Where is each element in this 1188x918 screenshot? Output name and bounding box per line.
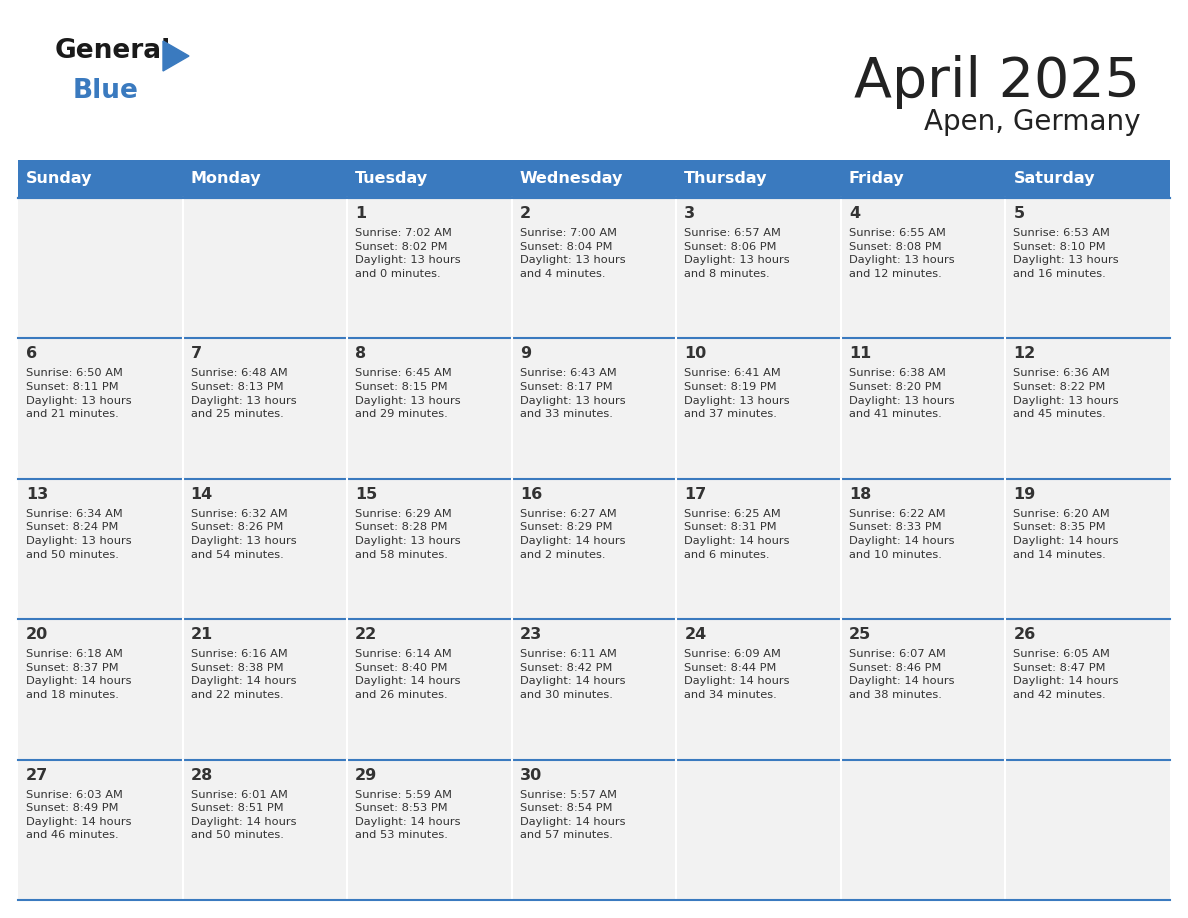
Text: 22: 22 [355, 627, 378, 643]
Text: Tuesday: Tuesday [355, 172, 428, 186]
Text: 27: 27 [26, 767, 49, 783]
Text: 11: 11 [849, 346, 871, 362]
Text: Monday: Monday [190, 172, 261, 186]
Text: 18: 18 [849, 487, 871, 502]
Text: Sunrise: 6:45 AM
Sunset: 8:15 PM
Daylight: 13 hours
and 29 minutes.: Sunrise: 6:45 AM Sunset: 8:15 PM Dayligh… [355, 368, 461, 420]
Bar [18, 479, 1170, 620]
Text: Apen, Germany: Apen, Germany [923, 108, 1140, 136]
Text: Sunrise: 6:32 AM
Sunset: 8:26 PM
Daylight: 13 hours
and 54 minutes.: Sunrise: 6:32 AM Sunset: 8:26 PM Dayligh… [190, 509, 296, 560]
Bar [18, 759, 1170, 900]
Text: 12: 12 [1013, 346, 1036, 362]
Text: Sunrise: 6:29 AM
Sunset: 8:28 PM
Daylight: 13 hours
and 58 minutes.: Sunrise: 6:29 AM Sunset: 8:28 PM Dayligh… [355, 509, 461, 560]
Text: Sunrise: 6:50 AM
Sunset: 8:11 PM
Daylight: 13 hours
and 21 minutes.: Sunrise: 6:50 AM Sunset: 8:11 PM Dayligh… [26, 368, 132, 420]
Text: Sunrise: 6:05 AM
Sunset: 8:47 PM
Daylight: 14 hours
and 42 minutes.: Sunrise: 6:05 AM Sunset: 8:47 PM Dayligh… [1013, 649, 1119, 700]
Text: Thursday: Thursday [684, 172, 767, 186]
Text: Sunrise: 5:57 AM
Sunset: 8:54 PM
Daylight: 14 hours
and 57 minutes.: Sunrise: 5:57 AM Sunset: 8:54 PM Dayligh… [519, 789, 625, 840]
Text: 14: 14 [190, 487, 213, 502]
Text: 23: 23 [519, 627, 542, 643]
Text: 20: 20 [26, 627, 49, 643]
Text: Sunrise: 6:03 AM
Sunset: 8:49 PM
Daylight: 14 hours
and 46 minutes.: Sunrise: 6:03 AM Sunset: 8:49 PM Dayligh… [26, 789, 132, 840]
Text: 26: 26 [1013, 627, 1036, 643]
Text: Sunrise: 6:11 AM
Sunset: 8:42 PM
Daylight: 14 hours
and 30 minutes.: Sunrise: 6:11 AM Sunset: 8:42 PM Dayligh… [519, 649, 625, 700]
Text: Wednesday: Wednesday [519, 172, 623, 186]
Text: Sunrise: 6:01 AM
Sunset: 8:51 PM
Daylight: 14 hours
and 50 minutes.: Sunrise: 6:01 AM Sunset: 8:51 PM Dayligh… [190, 789, 296, 840]
Text: Sunrise: 5:59 AM
Sunset: 8:53 PM
Daylight: 14 hours
and 53 minutes.: Sunrise: 5:59 AM Sunset: 8:53 PM Dayligh… [355, 789, 461, 840]
Text: 17: 17 [684, 487, 707, 502]
Text: Sunrise: 6:07 AM
Sunset: 8:46 PM
Daylight: 14 hours
and 38 minutes.: Sunrise: 6:07 AM Sunset: 8:46 PM Dayligh… [849, 649, 954, 700]
Text: 25: 25 [849, 627, 871, 643]
Text: Blue: Blue [72, 78, 139, 104]
Text: Sunrise: 6:22 AM
Sunset: 8:33 PM
Daylight: 14 hours
and 10 minutes.: Sunrise: 6:22 AM Sunset: 8:33 PM Dayligh… [849, 509, 954, 560]
Text: Sunrise: 6:38 AM
Sunset: 8:20 PM
Daylight: 13 hours
and 41 minutes.: Sunrise: 6:38 AM Sunset: 8:20 PM Dayligh… [849, 368, 954, 420]
Text: Sunrise: 6:25 AM
Sunset: 8:31 PM
Daylight: 14 hours
and 6 minutes.: Sunrise: 6:25 AM Sunset: 8:31 PM Dayligh… [684, 509, 790, 560]
Text: Sunrise: 6:16 AM
Sunset: 8:38 PM
Daylight: 14 hours
and 22 minutes.: Sunrise: 6:16 AM Sunset: 8:38 PM Dayligh… [190, 649, 296, 700]
Text: 9: 9 [519, 346, 531, 362]
Text: Sunrise: 6:36 AM
Sunset: 8:22 PM
Daylight: 13 hours
and 45 minutes.: Sunrise: 6:36 AM Sunset: 8:22 PM Dayligh… [1013, 368, 1119, 420]
Bar [18, 620, 1170, 759]
Text: Friday: Friday [849, 172, 904, 186]
Text: 7: 7 [190, 346, 202, 362]
Text: Sunrise: 6:43 AM
Sunset: 8:17 PM
Daylight: 13 hours
and 33 minutes.: Sunrise: 6:43 AM Sunset: 8:17 PM Dayligh… [519, 368, 625, 420]
Text: Saturday: Saturday [1013, 172, 1095, 186]
Text: Sunrise: 7:02 AM
Sunset: 8:02 PM
Daylight: 13 hours
and 0 minutes.: Sunrise: 7:02 AM Sunset: 8:02 PM Dayligh… [355, 228, 461, 279]
Text: Sunrise: 6:18 AM
Sunset: 8:37 PM
Daylight: 14 hours
and 18 minutes.: Sunrise: 6:18 AM Sunset: 8:37 PM Dayligh… [26, 649, 132, 700]
Text: 19: 19 [1013, 487, 1036, 502]
Bar [18, 160, 1170, 198]
Text: Sunrise: 6:53 AM
Sunset: 8:10 PM
Daylight: 13 hours
and 16 minutes.: Sunrise: 6:53 AM Sunset: 8:10 PM Dayligh… [1013, 228, 1119, 279]
Text: Sunrise: 6:41 AM
Sunset: 8:19 PM
Daylight: 13 hours
and 37 minutes.: Sunrise: 6:41 AM Sunset: 8:19 PM Dayligh… [684, 368, 790, 420]
Text: April 2025: April 2025 [854, 55, 1140, 109]
Text: 16: 16 [519, 487, 542, 502]
Bar [18, 198, 1170, 339]
Text: 24: 24 [684, 627, 707, 643]
Text: 15: 15 [355, 487, 378, 502]
Text: Sunrise: 6:48 AM
Sunset: 8:13 PM
Daylight: 13 hours
and 25 minutes.: Sunrise: 6:48 AM Sunset: 8:13 PM Dayligh… [190, 368, 296, 420]
Text: 30: 30 [519, 767, 542, 783]
Text: 2: 2 [519, 206, 531, 221]
Text: 8: 8 [355, 346, 366, 362]
Bar [18, 339, 1170, 479]
Text: Sunrise: 6:34 AM
Sunset: 8:24 PM
Daylight: 13 hours
and 50 minutes.: Sunrise: 6:34 AM Sunset: 8:24 PM Dayligh… [26, 509, 132, 560]
Text: Sunrise: 6:20 AM
Sunset: 8:35 PM
Daylight: 14 hours
and 14 minutes.: Sunrise: 6:20 AM Sunset: 8:35 PM Dayligh… [1013, 509, 1119, 560]
Text: Sunrise: 7:00 AM
Sunset: 8:04 PM
Daylight: 13 hours
and 4 minutes.: Sunrise: 7:00 AM Sunset: 8:04 PM Dayligh… [519, 228, 625, 279]
Text: General: General [55, 38, 171, 64]
Text: Sunrise: 6:55 AM
Sunset: 8:08 PM
Daylight: 13 hours
and 12 minutes.: Sunrise: 6:55 AM Sunset: 8:08 PM Dayligh… [849, 228, 954, 279]
Text: Sunrise: 6:14 AM
Sunset: 8:40 PM
Daylight: 14 hours
and 26 minutes.: Sunrise: 6:14 AM Sunset: 8:40 PM Dayligh… [355, 649, 461, 700]
Text: 4: 4 [849, 206, 860, 221]
Text: 3: 3 [684, 206, 695, 221]
Text: Sunrise: 6:27 AM
Sunset: 8:29 PM
Daylight: 14 hours
and 2 minutes.: Sunrise: 6:27 AM Sunset: 8:29 PM Dayligh… [519, 509, 625, 560]
Text: Sunrise: 6:09 AM
Sunset: 8:44 PM
Daylight: 14 hours
and 34 minutes.: Sunrise: 6:09 AM Sunset: 8:44 PM Dayligh… [684, 649, 790, 700]
Text: 6: 6 [26, 346, 37, 362]
Text: Sunday: Sunday [26, 172, 93, 186]
Text: 13: 13 [26, 487, 49, 502]
Text: 10: 10 [684, 346, 707, 362]
Text: 28: 28 [190, 767, 213, 783]
Text: 1: 1 [355, 206, 366, 221]
Polygon shape [163, 41, 189, 71]
Text: Sunrise: 6:57 AM
Sunset: 8:06 PM
Daylight: 13 hours
and 8 minutes.: Sunrise: 6:57 AM Sunset: 8:06 PM Dayligh… [684, 228, 790, 279]
Text: 21: 21 [190, 627, 213, 643]
Text: 5: 5 [1013, 206, 1024, 221]
Text: 29: 29 [355, 767, 378, 783]
